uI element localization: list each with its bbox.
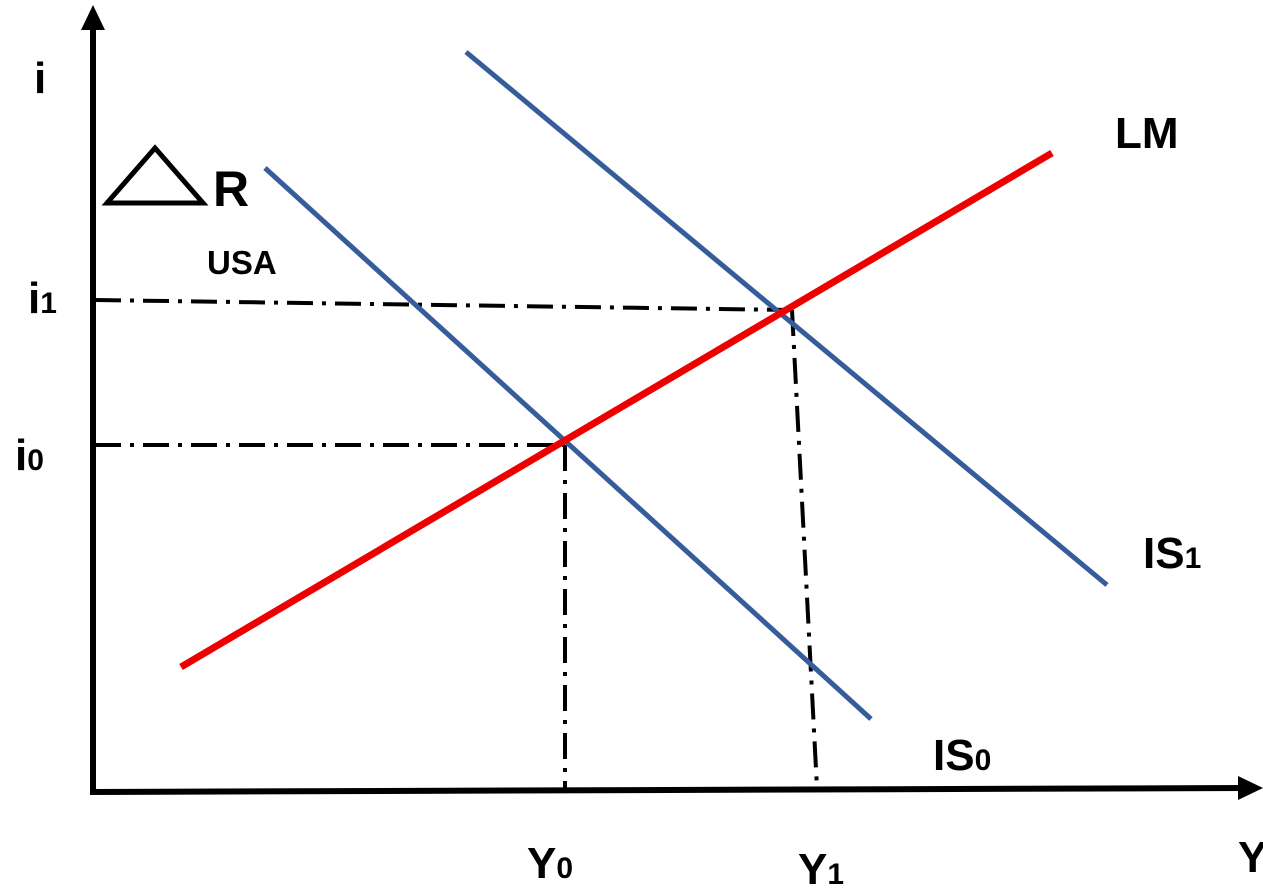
y0-label-sub: 0 xyxy=(556,852,573,885)
guide-lines xyxy=(94,298,819,789)
y1-label: Y1 xyxy=(798,845,844,890)
is1-label-base: IS xyxy=(1143,529,1185,578)
is0-label: IS0 xyxy=(933,731,991,780)
lm-curve xyxy=(179,149,1054,671)
is0-label-base: IS xyxy=(933,731,975,780)
is0-curve xyxy=(263,166,873,721)
y0-label: Y0 xyxy=(527,839,573,888)
y-axis-label: i xyxy=(34,54,46,103)
delta-triangle-icon xyxy=(101,144,209,206)
y1-guide-line xyxy=(790,309,819,789)
shock-region-label: USA xyxy=(207,244,277,281)
is1-label: IS1 xyxy=(1143,529,1201,578)
i1-label-sub: 1 xyxy=(40,287,57,320)
is1-label-sub: 1 xyxy=(1185,542,1202,575)
i1-guide-line xyxy=(94,298,793,312)
is0-label-sub: 0 xyxy=(975,744,992,777)
y-axis-arrowhead xyxy=(81,5,105,30)
lm-label: LM xyxy=(1115,109,1179,158)
x-axis-line xyxy=(89,785,1249,795)
i0-label-base: i xyxy=(15,431,27,480)
x-axis-label: Y xyxy=(1238,833,1263,882)
y1-label-base: Y xyxy=(798,845,827,890)
shock-symbol-label: R xyxy=(213,161,249,217)
axes xyxy=(81,5,1263,800)
i1-label: i1 xyxy=(28,274,57,323)
i1-label-base: i xyxy=(28,274,40,323)
y0-label-base: Y xyxy=(527,839,556,888)
is1-curve xyxy=(464,50,1109,587)
i0-label: i0 xyxy=(15,431,44,480)
x-axis-arrowhead xyxy=(1238,776,1263,800)
y1-label-sub: 1 xyxy=(827,858,844,890)
i0-label-sub: 0 xyxy=(27,444,44,477)
